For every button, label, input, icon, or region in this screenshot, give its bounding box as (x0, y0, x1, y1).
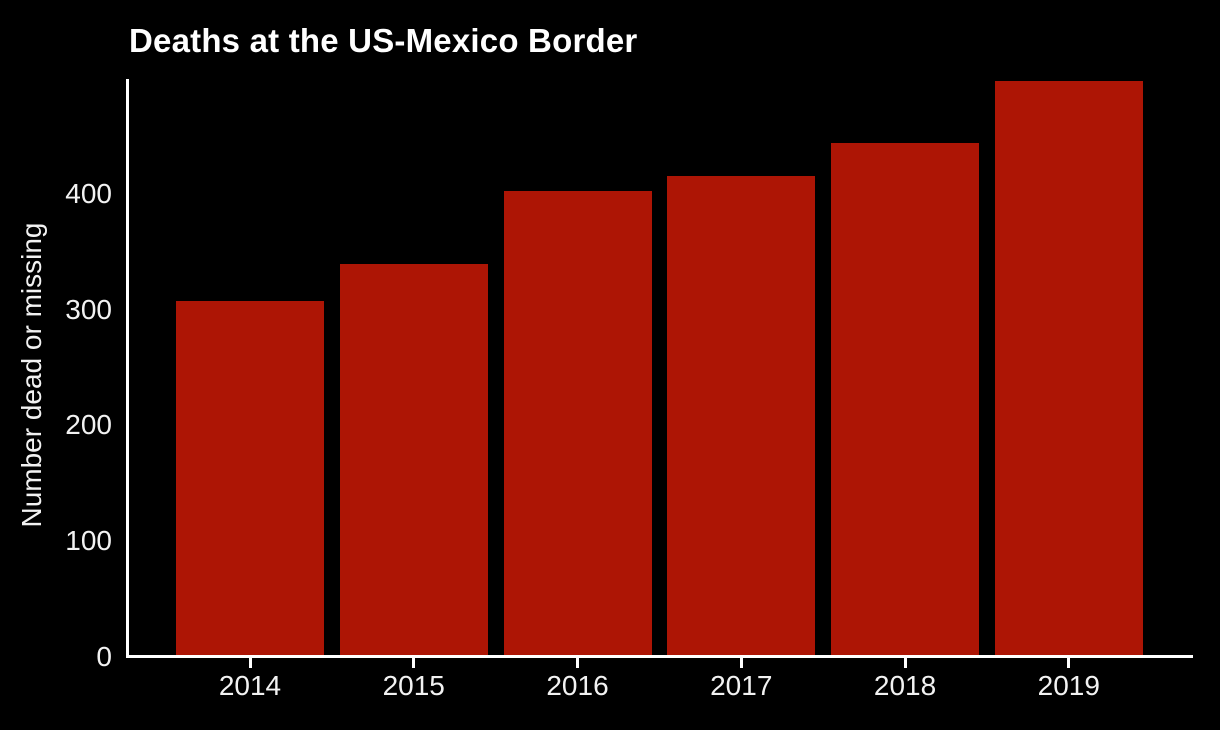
bar-2019 (994, 81, 1143, 658)
y-tick-label-400: 400 (65, 177, 112, 209)
y-tick-label-0: 0 (96, 641, 112, 672)
x-tick-mark-2016 (576, 658, 580, 668)
bar-2014 (176, 301, 324, 658)
x-tick-label-2016: 2016 (546, 670, 609, 701)
x-tick-label-2015: 2015 (382, 670, 445, 701)
x-tick-label-2019: 2019 (1037, 670, 1100, 701)
chart-title: Deaths at the US-Mexico Border (129, 22, 638, 59)
y-axis-label: Number dead or missing (16, 222, 47, 528)
x-tick-mark-2017 (739, 658, 743, 668)
y-axis-line (126, 79, 129, 658)
y-tick-label-100: 100 (65, 525, 112, 557)
y-tick-label-200: 200 (65, 409, 112, 441)
x-tick-mark-2019 (1067, 658, 1071, 668)
bar-2016 (503, 191, 652, 658)
y-tick-label-300: 300 (65, 293, 112, 325)
x-axis-line (126, 655, 1193, 658)
x-tick-mark-2015 (412, 658, 416, 668)
x-tick-label-2018: 2018 (873, 670, 937, 701)
x-tick-label-2017: 2017 (710, 670, 773, 701)
bar-2015 (339, 264, 488, 658)
x-tick-mark-2018 (903, 658, 907, 668)
bar-2017 (667, 176, 816, 658)
x-tick-label-2014: 2014 (218, 670, 282, 701)
x-tick-mark-2014 (248, 658, 252, 668)
bar-2018 (831, 142, 980, 658)
